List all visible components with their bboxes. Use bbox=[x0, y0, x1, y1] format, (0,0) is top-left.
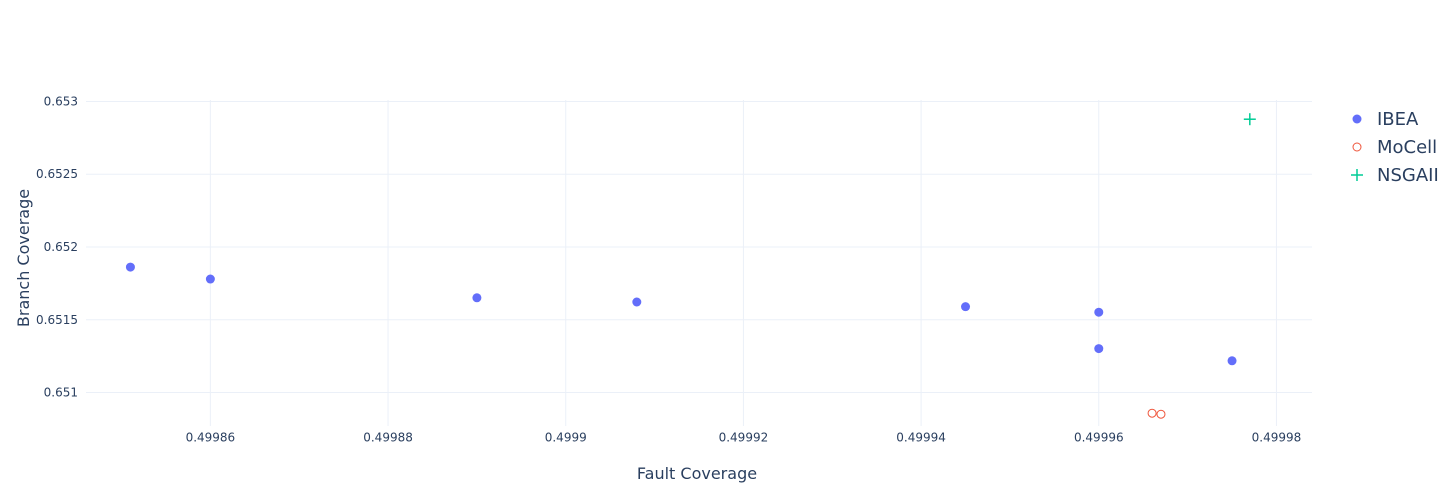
data-point-ibea bbox=[472, 293, 482, 303]
x-axis-ticks: 0.49986 0.49988 0.4999 0.49992 0.49994 0.4999… bbox=[186, 431, 1302, 445]
y-tick-label: 0.651 bbox=[44, 386, 78, 400]
data-point-ibea bbox=[961, 302, 971, 312]
data-point-ibea bbox=[1227, 356, 1237, 366]
y-tick-label: 0.653 bbox=[44, 94, 78, 108]
data-point-nsgaii bbox=[1243, 113, 1256, 126]
legend-label-ibea: IBEA bbox=[1377, 109, 1419, 130]
x-tick-label: 0.4999 bbox=[545, 431, 587, 445]
data-points bbox=[125, 113, 1256, 419]
y-axis-title: Branch Coverage bbox=[14, 189, 33, 327]
data-point-mocell bbox=[1147, 408, 1157, 418]
data-point-ibea bbox=[1094, 307, 1104, 317]
y-tick-label: 0.652 bbox=[44, 240, 78, 254]
legend-label-mocell: MoCell bbox=[1377, 137, 1437, 158]
data-point-ibea bbox=[1094, 344, 1104, 354]
data-point-mocell bbox=[1156, 409, 1166, 419]
y-tick-label: 0.6515 bbox=[36, 313, 78, 327]
legend-marker-mocell bbox=[1352, 142, 1362, 152]
legend-label-nsgaii: NSGAII bbox=[1377, 165, 1439, 186]
data-point-ibea bbox=[125, 262, 135, 272]
data-point-ibea bbox=[632, 297, 642, 307]
data-point-ibea bbox=[205, 274, 215, 284]
grid bbox=[86, 100, 1312, 426]
legend-marker-nsgaii bbox=[1351, 169, 1363, 181]
x-tick-label: 0.49988 bbox=[363, 431, 413, 445]
x-tick-label: 0.49986 bbox=[186, 431, 236, 445]
x-tick-label: 0.49996 bbox=[1074, 431, 1124, 445]
x-axis-title: Fault Coverage bbox=[637, 464, 757, 483]
x-tick-label: 0.49992 bbox=[719, 431, 769, 445]
legend-marker-ibea bbox=[1352, 114, 1362, 124]
y-tick-label: 0.6525 bbox=[36, 167, 78, 181]
x-tick-label: 0.49994 bbox=[896, 431, 946, 445]
y-axis-ticks: 0.651 0.6515 0.652 0.6525 0.653 bbox=[36, 94, 78, 399]
x-tick-label: 0.49998 bbox=[1252, 431, 1302, 445]
legend: IBEA MoCell NSGAII bbox=[1351, 109, 1439, 186]
